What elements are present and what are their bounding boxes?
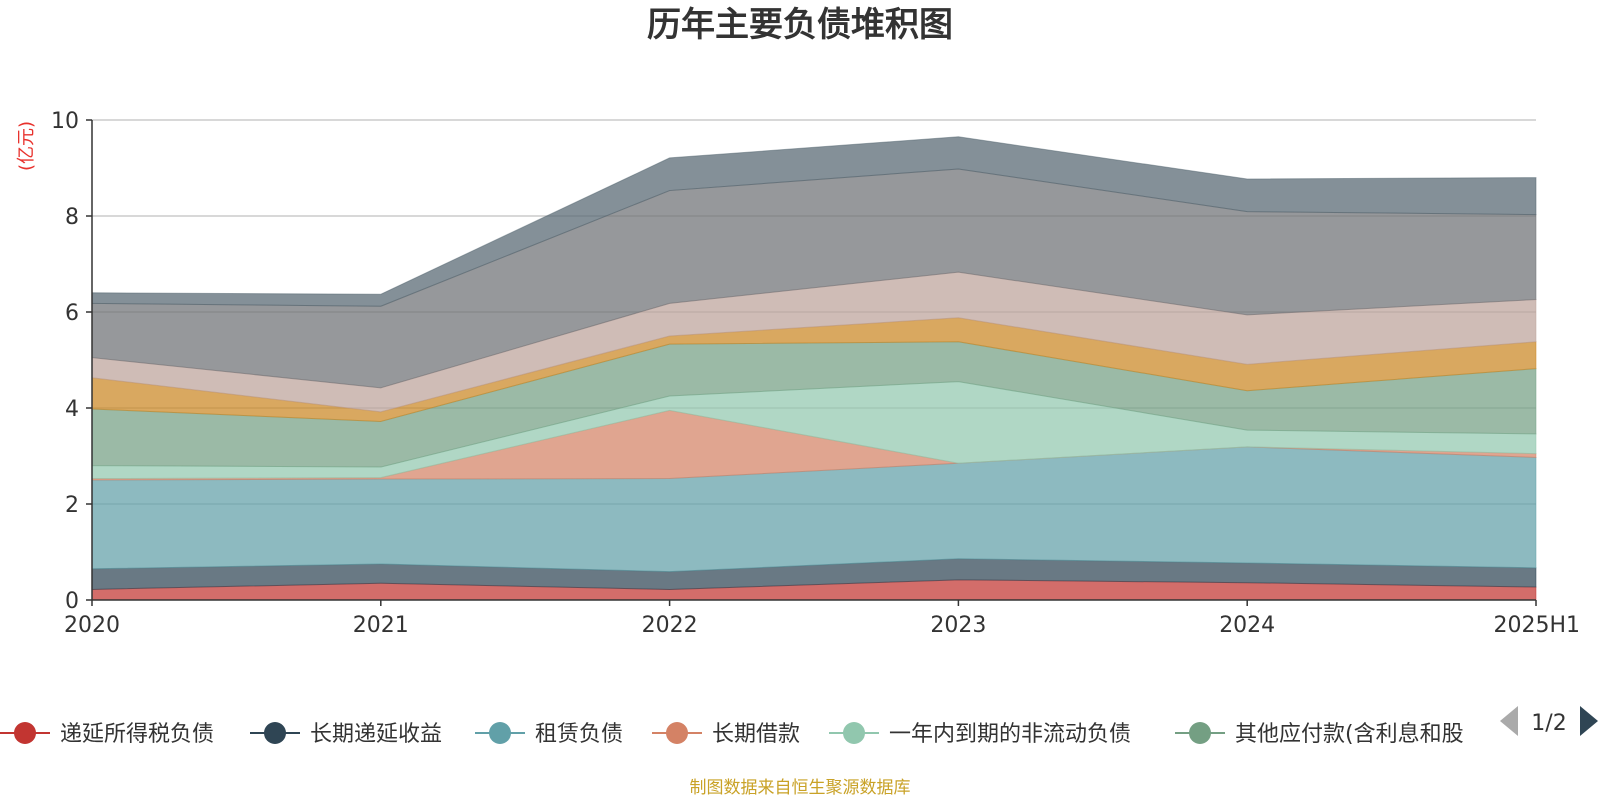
legend-item-2[interactable]: 长期递延收益 <box>250 722 442 747</box>
x-tick-label-4: 2024 <box>1219 613 1275 638</box>
x-tick-label-2: 2022 <box>642 613 698 638</box>
x-tick-label-1: 2021 <box>353 613 409 638</box>
legend-item-1[interactable]: 递延所得税负债 <box>0 722 214 747</box>
legend-label: 其他应付款(含利息和股 <box>1235 722 1464 747</box>
legend-item-6[interactable]: 其他应付款(含利息和股 <box>1175 722 1464 747</box>
y-axis-unit: (亿元) <box>16 121 37 171</box>
area-series-group <box>91 136 1537 601</box>
prev-page-icon[interactable] <box>1500 706 1518 736</box>
legend-marker-icon <box>1189 722 1211 744</box>
legend-marker-icon <box>666 722 688 744</box>
y-tick-label-1: 2 <box>65 493 79 518</box>
legend-page-indicator: 1/2 <box>1531 711 1566 736</box>
axes: 0 2 4 6 8 10 2020 2021 2022 2023 2024 2025H1 <box>51 109 1580 638</box>
legend-item-3[interactable]: 租赁负债 <box>475 722 623 747</box>
legend-item-5[interactable]: 一年内到期的非流动负债 <box>829 722 1131 747</box>
y-tick-label-3: 6 <box>65 301 79 326</box>
next-page-icon[interactable] <box>1580 706 1598 736</box>
legend-pager: 1/2 <box>1500 706 1598 736</box>
x-tick-label-3: 2023 <box>930 613 986 638</box>
legend-label: 长期递延收益 <box>310 722 442 747</box>
legend-marker-icon <box>843 722 865 744</box>
y-tick-label-4: 8 <box>65 205 79 230</box>
legend-marker-icon <box>14 722 36 744</box>
legend: 递延所得税负债 长期递延收益 租赁负债 长期借款 一年内到期的非流动负债 其他应付款(含利… <box>0 722 1464 747</box>
legend-marker-icon <box>489 722 511 744</box>
legend-label: 一年内到期的非流动负债 <box>889 722 1131 747</box>
y-tick-label-2: 4 <box>65 397 79 422</box>
legend-label: 租赁负债 <box>535 722 623 747</box>
x-tick-label-5: 2025H1 <box>1493 613 1580 638</box>
y-tick-label-0: 0 <box>65 589 79 614</box>
legend-label: 长期借款 <box>712 722 800 747</box>
legend-label: 递延所得税负债 <box>60 722 214 747</box>
data-source-note: 制图数据来自恒生聚源数据库 <box>690 778 911 798</box>
legend-marker-icon <box>264 722 286 744</box>
area-series-10[interactable] <box>91 136 1537 307</box>
x-tick-label-0: 2020 <box>64 613 120 638</box>
y-tick-label-5: 10 <box>51 109 79 134</box>
legend-item-4[interactable]: 长期借款 <box>652 722 800 747</box>
chart-title: 历年主要负债堆积图 <box>647 5 953 45</box>
